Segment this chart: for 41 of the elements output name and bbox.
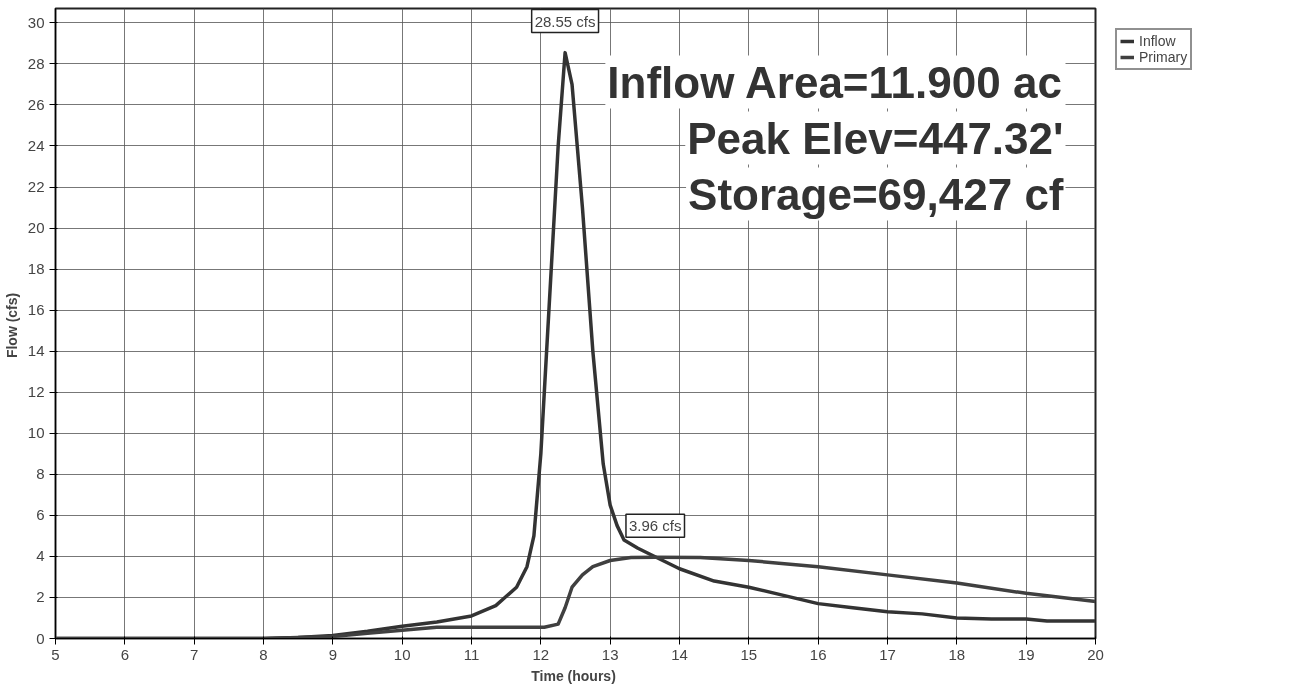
x-tick-label: 10 <box>393 645 411 663</box>
x-tick-label: 19 <box>1017 645 1035 663</box>
x-tick-label: 11 <box>463 645 480 663</box>
y-tick-label: 20 <box>27 219 45 237</box>
y-tick-label: 4 <box>36 547 45 565</box>
x-tick-label: 17 <box>879 645 896 663</box>
annotation: Peak Elev=447.32' <box>687 113 1064 163</box>
y-axis-title: Flow (cfs) <box>3 292 20 359</box>
annotation: Storage=69,427 cf <box>688 169 1064 219</box>
y-tick-label: 10 <box>27 424 45 442</box>
x-tick-label: 9 <box>328 645 338 663</box>
annotation: 3.96 cfs <box>628 517 682 535</box>
y-tick-label: 28 <box>27 54 45 72</box>
x-tick-label: 15 <box>740 645 758 663</box>
x-tick-label: 16 <box>809 645 827 663</box>
legend-label: Primary <box>1139 49 1188 65</box>
y-tick-label: 30 <box>27 13 45 31</box>
y-tick-label: 18 <box>27 260 45 278</box>
y-tick-label: 26 <box>27 95 45 113</box>
y-tick-label: 6 <box>36 506 45 524</box>
x-tick-label: 7 <box>190 645 199 663</box>
x-tick-label: 13 <box>601 645 619 663</box>
y-tick-label: 24 <box>27 136 45 154</box>
annotation: Inflow Area=11.900 ac <box>607 57 1062 107</box>
x-tick-label: 12 <box>532 645 550 663</box>
y-tick-label: 8 <box>36 465 45 483</box>
x-tick-label: 14 <box>671 645 688 663</box>
x-tick-label: 8 <box>259 645 268 663</box>
y-tick-label: 2 <box>36 588 45 606</box>
y-tick-label: 12 <box>27 383 45 401</box>
legend-label: Inflow <box>1139 33 1176 49</box>
y-tick-label: 16 <box>27 301 45 319</box>
y-tick-label: 0 <box>36 629 45 647</box>
x-tick-label: 20 <box>1087 645 1104 663</box>
x-tick-label: 5 <box>51 645 60 663</box>
y-tick-label: 14 <box>27 342 45 360</box>
annotation: 28.55 cfs <box>534 12 596 30</box>
y-tick-label: 22 <box>27 178 45 196</box>
x-tick-label: 18 <box>948 645 966 663</box>
x-tick-label: 6 <box>120 645 130 663</box>
x-axis-title: Time (hours) <box>531 667 616 684</box>
